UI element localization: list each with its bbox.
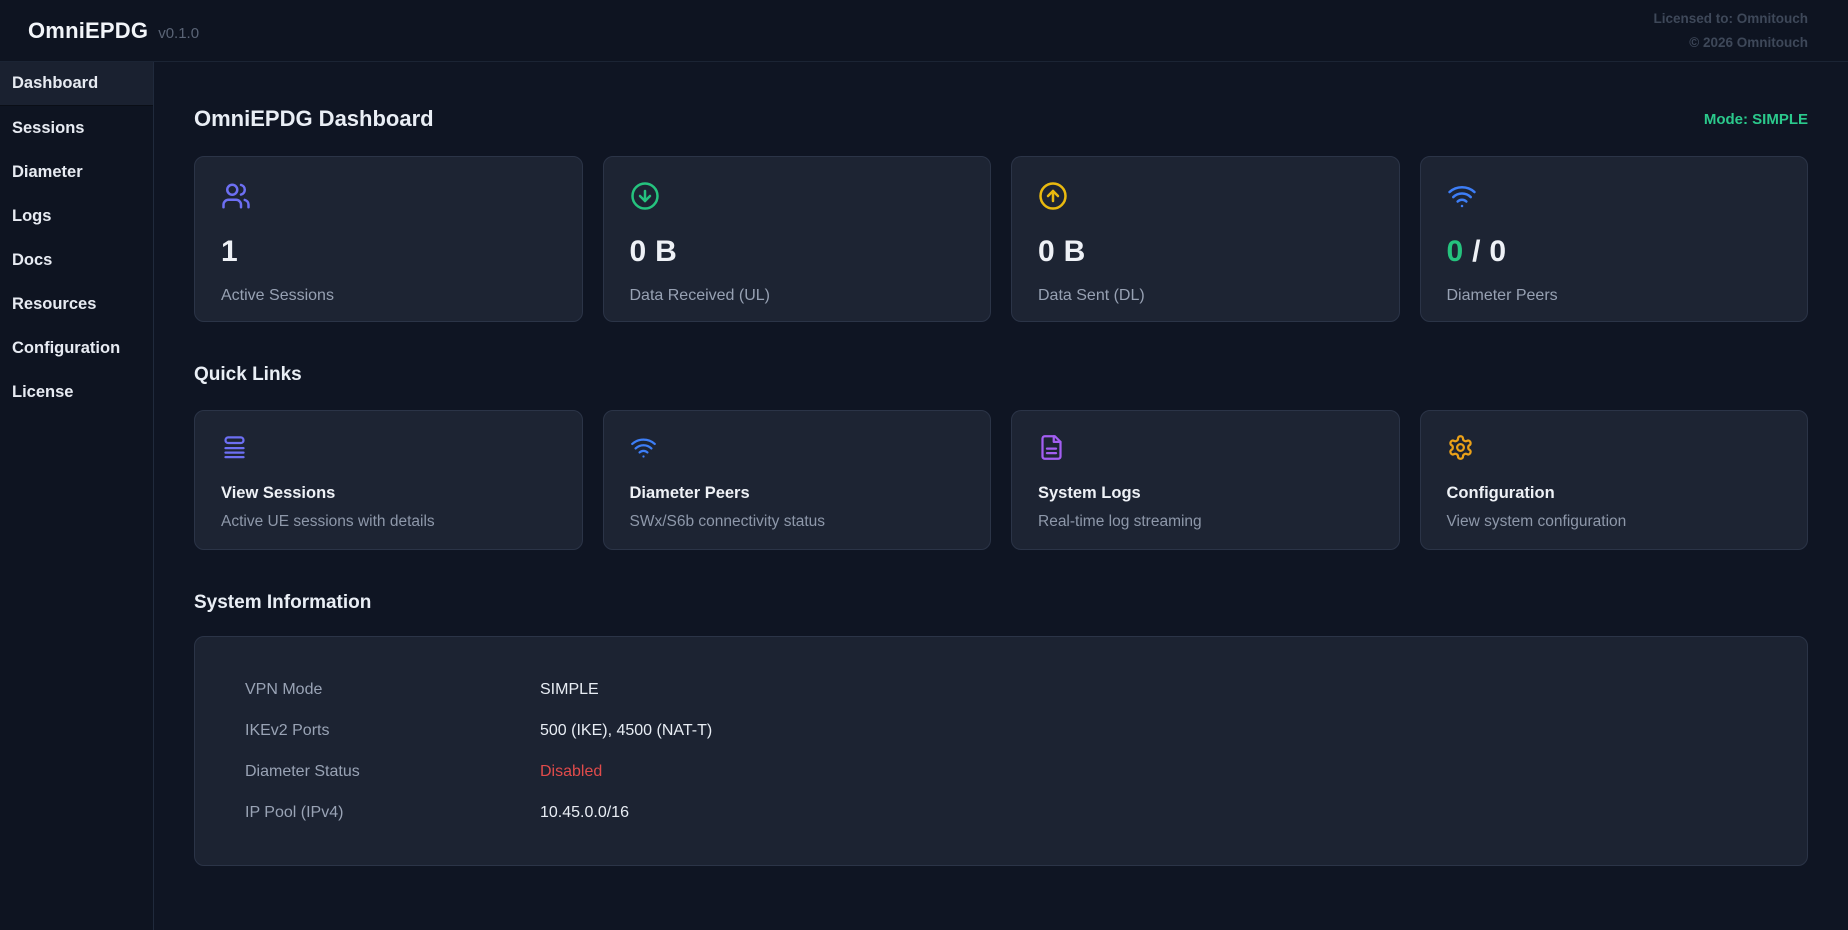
quick-link-description: Active UE sessions with details xyxy=(221,513,435,530)
app-header: OmniEPDG v0.1.0 Licensed to: Omnitouch ©… xyxy=(0,0,1848,62)
info-label: IKEv2 Ports xyxy=(245,721,330,739)
sidebar-item-configuration[interactable]: Configuration xyxy=(12,338,121,357)
copyright-text: © 2026 Omnitouch xyxy=(1689,34,1808,50)
file-text-icon xyxy=(1038,434,1373,462)
quick-link-diameter-peers[interactable]: Diameter Peers SWx/S6b connectivity stat… xyxy=(602,410,991,550)
sidebar-item-diameter[interactable]: Diameter xyxy=(12,162,83,181)
stat-card-active-sessions: 1 Active Sessions xyxy=(194,156,583,322)
gear-icon xyxy=(1447,434,1782,462)
info-row-diameter-status: Diameter Status Disabled xyxy=(245,751,1757,792)
status-badge: Disabled xyxy=(540,762,603,780)
system-info-heading: System Information xyxy=(194,592,372,613)
app-version: v0.1.0 xyxy=(158,24,200,42)
app-title: OmniEPDG xyxy=(28,17,149,43)
quick-link-title: System Logs xyxy=(1038,484,1141,502)
stat-label: Data Received (UL) xyxy=(629,287,771,304)
arrow-down-circle-icon xyxy=(630,181,965,211)
sidebar-item-sessions[interactable]: Sessions xyxy=(12,118,85,137)
stat-value: 0 B xyxy=(1038,235,1086,268)
sidebar-item-docs[interactable]: Docs xyxy=(12,250,53,269)
sidebar-item-license[interactable]: License xyxy=(12,382,74,401)
page-title: OmniEPDG Dashboard xyxy=(194,106,434,131)
main-content: OmniEPDG Dashboard Mode: SIMPLE 1 Active… xyxy=(154,62,1848,930)
quick-link-title: Diameter Peers xyxy=(629,484,750,502)
wifi-icon xyxy=(1447,181,1782,211)
quick-link-system-logs[interactable]: System Logs Real-time log streaming xyxy=(1011,410,1400,550)
quick-link-configuration[interactable]: Configuration View system configuration xyxy=(1419,410,1808,550)
sidebar-nav: Dashboard Sessions Diameter Logs Docs Re… xyxy=(0,62,154,930)
stat-value: 1 xyxy=(221,235,238,268)
info-row-ikev2-ports: IKEv2 Ports 500 (IKE), 4500 (NAT-T) xyxy=(245,710,1757,751)
stat-card-data-received: 0 B Data Received (UL) xyxy=(602,156,991,322)
sidebar-item-dashboard[interactable]: Dashboard xyxy=(0,62,153,106)
licensed-to-text: Licensed to: Omnitouch xyxy=(1653,10,1808,26)
stat-label: Data Sent (DL) xyxy=(1038,287,1145,304)
stat-value: 0 B xyxy=(629,235,678,268)
stat-card-row: 1 Active Sessions 0 B Data Received (UL)… xyxy=(194,156,1808,322)
quick-links-heading: Quick Links xyxy=(194,364,302,385)
wifi-icon xyxy=(630,434,965,462)
info-value: 500 (IKE), 4500 (NAT-T) xyxy=(540,721,713,739)
stat-value: 0 / 0 xyxy=(1447,235,1782,269)
quick-links-row: View Sessions Active UE sessions with de… xyxy=(194,410,1808,550)
quick-link-description: View system configuration xyxy=(1446,513,1627,530)
stat-label: Diameter Peers xyxy=(1446,287,1558,304)
info-row-vpn-mode: VPN Mode SIMPLE xyxy=(245,669,1757,710)
sessions-list-icon xyxy=(221,434,556,462)
info-value: 10.45.0.0/16 xyxy=(540,803,629,821)
quick-link-description: SWx/S6b connectivity status xyxy=(629,513,826,530)
info-label: IP Pool (IPv4) xyxy=(245,803,344,821)
info-row-ip-pool: IP Pool (IPv4) 10.45.0.0/16 xyxy=(245,792,1757,833)
stat-card-diameter-peers: 0 / 0 Diameter Peers xyxy=(1419,156,1808,322)
license-info: Licensed to: Omnitouch © 2026 Omnitouch xyxy=(1653,7,1808,54)
app-brand: OmniEPDG v0.1.0 xyxy=(28,18,199,44)
peers-total-count: / 0 xyxy=(1463,235,1507,268)
quick-link-description: Real-time log streaming xyxy=(1038,513,1202,530)
quick-link-view-sessions[interactable]: View Sessions Active UE sessions with de… xyxy=(194,410,583,550)
peers-connected-count: 0 xyxy=(1446,235,1464,268)
info-label: Diameter Status xyxy=(245,762,360,780)
arrow-up-circle-icon xyxy=(1038,181,1373,211)
system-info-panel: VPN Mode SIMPLE IKEv2 Ports 500 (IKE), 4… xyxy=(194,636,1808,866)
quick-link-title: Configuration xyxy=(1446,484,1555,502)
stat-card-data-sent: 0 B Data Sent (DL) xyxy=(1011,156,1400,322)
quick-link-title: View Sessions xyxy=(221,484,336,502)
stat-label: Active Sessions xyxy=(221,287,334,304)
sidebar-item-logs[interactable]: Logs xyxy=(12,206,52,225)
info-label: VPN Mode xyxy=(245,680,323,698)
mode-badge: Mode: SIMPLE xyxy=(1703,110,1808,128)
info-value: SIMPLE xyxy=(540,680,599,698)
sidebar-item-resources[interactable]: Resources xyxy=(12,294,97,313)
users-icon xyxy=(221,181,556,211)
